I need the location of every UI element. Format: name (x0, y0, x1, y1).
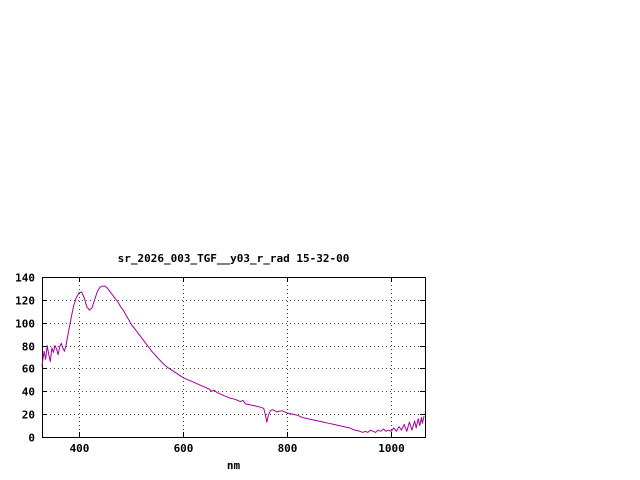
y-tick-label: 140 (15, 272, 35, 285)
y-tick-label: 0 (28, 432, 35, 445)
x-tick-label: 800 (278, 442, 298, 455)
x-axis-label: nm (227, 459, 241, 472)
y-tick-label: 20 (22, 409, 35, 422)
series-line (41, 285, 425, 433)
y-tick-label: 40 (22, 386, 35, 399)
y-tick-label: 100 (15, 318, 35, 331)
y-tick-label: 80 (22, 341, 35, 354)
plot-border (42, 277, 426, 438)
y-tick-label: 120 (15, 295, 35, 308)
y-tick-label: 60 (22, 363, 35, 376)
chart-title: sr_2026_003_TGF__y03_r_rad 15-32-00 (117, 252, 350, 265)
x-tick-label: 600 (174, 442, 194, 455)
x-tick-label: 400 (70, 442, 90, 455)
x-tick-label: 1000 (378, 442, 405, 455)
